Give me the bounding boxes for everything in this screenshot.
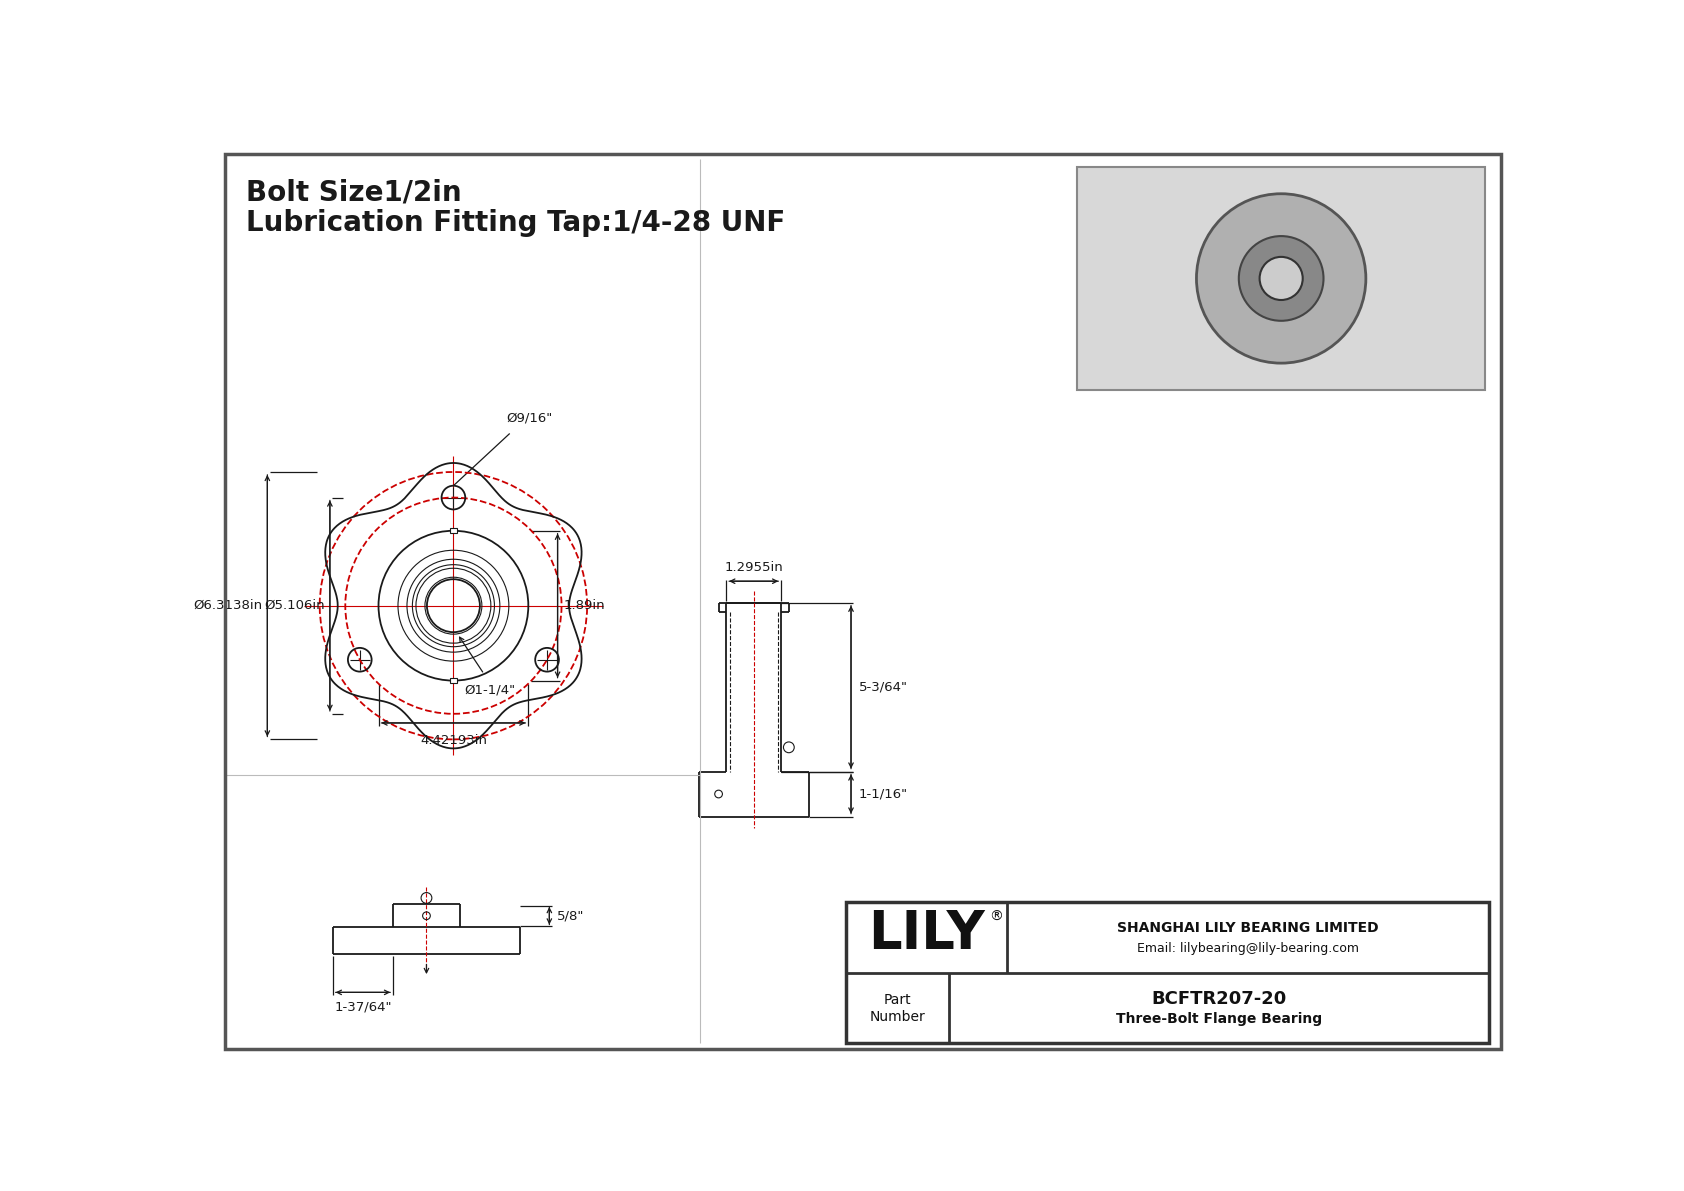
Text: 5-3/64": 5-3/64"	[859, 680, 908, 693]
Text: Bolt Size1/2in: Bolt Size1/2in	[246, 179, 461, 206]
Bar	[845, 902, 1489, 1043]
Text: Ø1-1/4": Ø1-1/4"	[465, 684, 515, 697]
Text: Lubrication Fitting Tap:1/4-28 UNF: Lubrication Fitting Tap:1/4-28 UNF	[246, 210, 785, 237]
Text: Three-Bolt Flange Bearing: Three-Bolt Flange Bearing	[1116, 1011, 1322, 1025]
Text: 1-37/64": 1-37/64"	[333, 1000, 392, 1014]
Text: Number: Number	[869, 1010, 926, 1024]
Text: Part: Part	[884, 993, 911, 1008]
Text: 4.42193in: 4.42193in	[419, 734, 487, 747]
Text: Ø5.106in: Ø5.106in	[264, 599, 325, 612]
Text: BCFTR207-20: BCFTR207-20	[1152, 990, 1287, 1008]
Text: Ø9/16": Ø9/16"	[505, 411, 552, 424]
Text: LILY: LILY	[869, 909, 985, 960]
Bar	[450, 678, 458, 684]
Text: ®: ®	[989, 910, 1004, 924]
Text: 1.89in: 1.89in	[564, 599, 605, 612]
Circle shape	[1260, 257, 1303, 300]
Circle shape	[1196, 194, 1366, 363]
Circle shape	[1239, 236, 1324, 320]
Text: 1.2955in: 1.2955in	[724, 561, 783, 574]
Bar	[450, 528, 458, 534]
Text: 1-1/16": 1-1/16"	[859, 787, 908, 800]
Text: Ø6.3138in: Ø6.3138in	[194, 599, 263, 612]
Text: Email: lilybearing@lily-bearing.com: Email: lilybearing@lily-bearing.com	[1137, 942, 1359, 955]
Text: SHANGHAI LILY BEARING LIMITED: SHANGHAI LILY BEARING LIMITED	[1116, 921, 1379, 935]
Text: 5/8": 5/8"	[557, 909, 584, 922]
Bar	[1078, 167, 1485, 391]
